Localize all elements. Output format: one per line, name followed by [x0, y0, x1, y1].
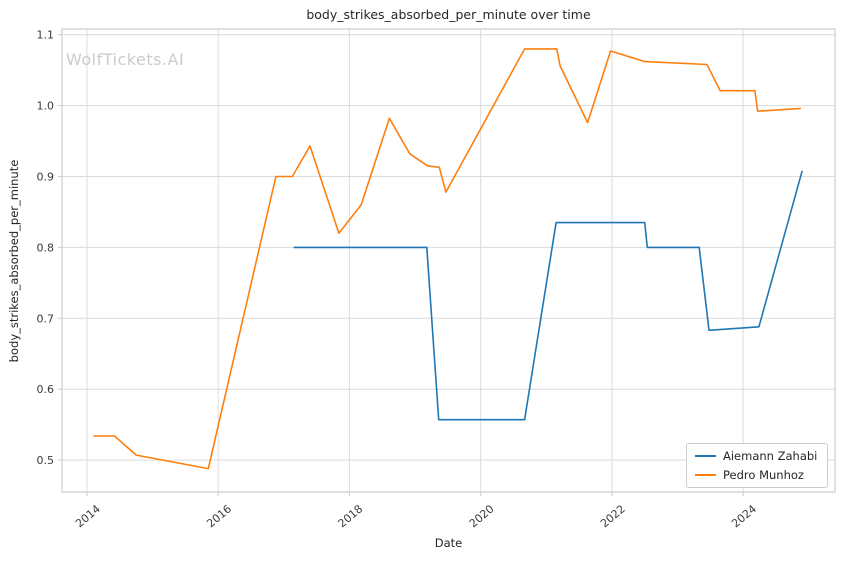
legend-label: Pedro Munhoz	[723, 468, 804, 482]
y-tick-label: 0.8	[37, 241, 55, 254]
y-tick-label: 1.0	[37, 100, 55, 113]
x-tick-label: 2020	[467, 502, 497, 530]
watermark: WolfTickets.AI	[66, 50, 185, 69]
x-tick-label: 2014	[73, 502, 103, 530]
y-tick-label: 1.1	[37, 29, 55, 42]
y-tick-label: 0.5	[37, 454, 55, 467]
x-tick-label: 2024	[729, 502, 759, 530]
chart-title: body_strikes_absorbed_per_minute over ti…	[306, 7, 591, 22]
plot-border	[61, 28, 836, 493]
series-line-aiemann-zahabi	[293, 170, 803, 421]
legend: Aiemann Zahabi Pedro Munhoz	[686, 443, 828, 488]
legend-line-swatch-blue	[695, 454, 716, 458]
legend-label: Aiemann Zahabi	[723, 449, 818, 463]
x-tick-label: 2022	[598, 502, 628, 530]
y-tick-label: 0.9	[37, 170, 55, 183]
x-tick-label: 2018	[336, 502, 366, 530]
y-axis-label: body_strikes_absorbed_per_minute	[7, 159, 21, 363]
x-tick-label: 2016	[204, 502, 234, 530]
y-tick-label: 0.6	[37, 383, 55, 396]
legend-line-swatch-orange	[695, 473, 716, 477]
y-tick-label: 0.7	[37, 312, 55, 325]
series-line-pedro-munhoz	[93, 48, 801, 470]
x-axis-label: Date	[434, 536, 463, 550]
legend-item-aiemann-zahabi: Aiemann Zahabi	[695, 449, 819, 463]
legend-item-pedro-munhoz: Pedro Munhoz	[695, 468, 819, 482]
